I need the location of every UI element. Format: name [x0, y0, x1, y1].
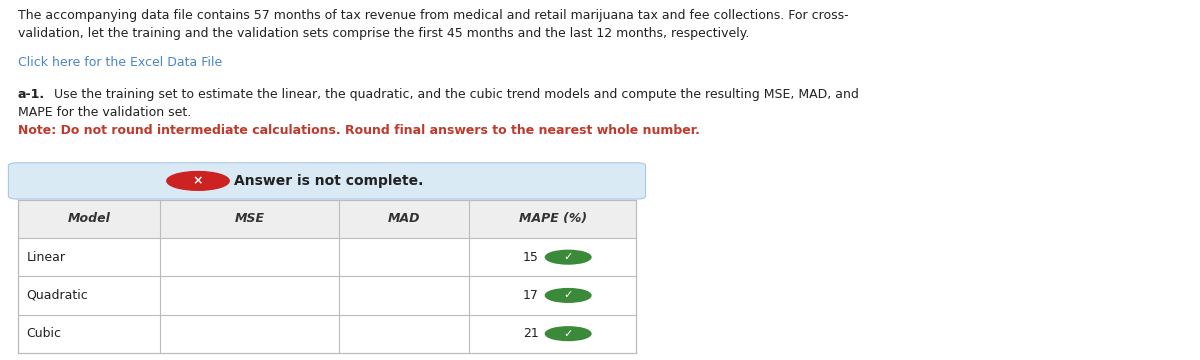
Text: Note: Do not round intermediate calculations. Round final answers to the nearest: Note: Do not round intermediate calculat… [18, 124, 700, 137]
Text: Model: Model [67, 212, 110, 225]
Text: Linear: Linear [26, 251, 66, 264]
Circle shape [545, 327, 590, 341]
Text: The accompanying data file contains 57 months of tax revenue from medical and re: The accompanying data file contains 57 m… [18, 9, 848, 22]
FancyBboxPatch shape [8, 163, 646, 199]
Text: 17: 17 [523, 289, 539, 302]
Bar [18, 238, 636, 276]
Bar [18, 315, 636, 353]
Text: ✓: ✓ [564, 291, 572, 301]
Text: Quadratic: Quadratic [26, 289, 88, 302]
Bar [18, 276, 636, 315]
Text: MAPE (%): MAPE (%) [518, 212, 587, 225]
Text: ✓: ✓ [564, 252, 572, 262]
Bar [18, 200, 636, 238]
Text: Use the training set to estimate the linear, the quadratic, and the cubic trend : Use the training set to estimate the lin… [50, 88, 859, 101]
Circle shape [167, 171, 229, 190]
Text: MSE: MSE [235, 212, 265, 225]
Text: a-1.: a-1. [18, 88, 46, 101]
Circle shape [545, 250, 590, 264]
Text: Cubic: Cubic [26, 327, 61, 340]
Text: MAPE for the validation set.: MAPE for the validation set. [18, 106, 191, 119]
Text: ×: × [193, 174, 203, 188]
Text: Answer is not complete.: Answer is not complete. [234, 174, 424, 188]
Text: validation, let the training and the validation sets comprise the first 45 month: validation, let the training and the val… [18, 27, 749, 40]
Text: ✓: ✓ [564, 329, 572, 339]
Text: 15: 15 [523, 251, 539, 264]
Text: Click here for the Excel Data File: Click here for the Excel Data File [18, 56, 222, 69]
Bar [18, 200, 636, 353]
Text: MAD: MAD [388, 212, 420, 225]
Circle shape [545, 289, 590, 302]
Text: 21: 21 [523, 327, 539, 340]
